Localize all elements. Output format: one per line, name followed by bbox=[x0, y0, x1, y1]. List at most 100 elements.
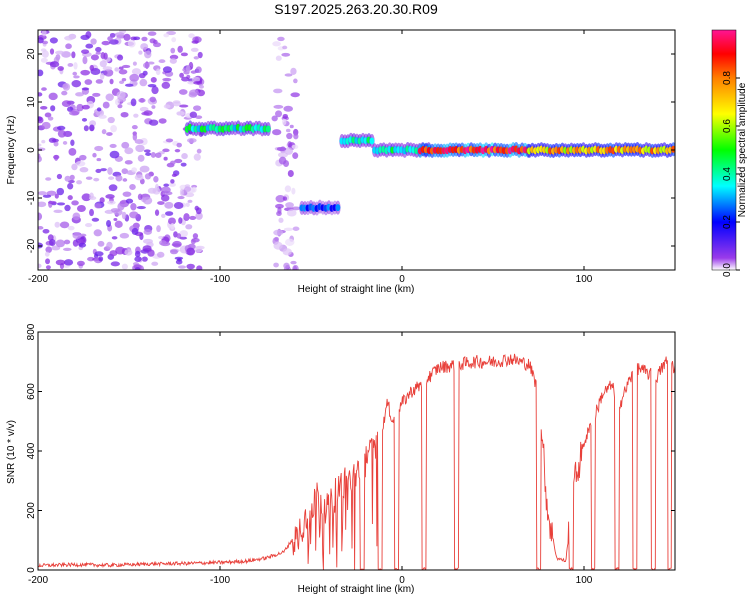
heatmap-blob bbox=[158, 235, 164, 240]
heatmap-blob bbox=[94, 203, 102, 209]
heatmap-blob bbox=[190, 70, 197, 74]
heatmap-blob bbox=[131, 68, 142, 75]
heatmap-blob bbox=[186, 138, 197, 143]
heatmap-blob bbox=[168, 217, 176, 225]
heatmap-blob bbox=[49, 238, 56, 247]
heatmap-blob bbox=[185, 224, 193, 230]
heatmap-blob bbox=[122, 64, 131, 69]
heatmap-blob bbox=[124, 160, 133, 165]
heatmap-blob bbox=[81, 117, 88, 122]
heatmap-blob bbox=[109, 250, 118, 257]
heatmap-blob bbox=[41, 50, 49, 58]
heatmap-blob bbox=[119, 200, 126, 205]
heatmap-blob bbox=[105, 209, 112, 214]
x-tick-label: -200 bbox=[28, 274, 48, 285]
heatmap-blob bbox=[151, 261, 159, 266]
heatmap-blob bbox=[85, 31, 92, 39]
heatmap-blob bbox=[38, 143, 42, 147]
heatmap-blob bbox=[69, 174, 75, 181]
heatmap-blob bbox=[161, 213, 166, 218]
heatmap-blob bbox=[89, 192, 94, 199]
heatmap-blob bbox=[287, 170, 294, 178]
heatmap-blob bbox=[95, 79, 104, 84]
heatmap-blob bbox=[134, 267, 141, 270]
heatmap-blob bbox=[196, 265, 203, 270]
heatmap-blob bbox=[195, 115, 203, 120]
heatmap-blob bbox=[117, 104, 123, 109]
y-tick-label: 400 bbox=[26, 442, 37, 459]
heatmap-blob bbox=[190, 238, 196, 245]
heatmap-blob bbox=[290, 67, 297, 75]
heatmap-blob bbox=[81, 193, 92, 202]
heatmap-blob bbox=[38, 201, 47, 208]
heatmap-blob bbox=[160, 186, 171, 194]
heatmap-blob bbox=[148, 119, 159, 126]
heatmap-blob bbox=[107, 200, 116, 205]
heatmap-data bbox=[38, 30, 675, 270]
heatmap-blob bbox=[121, 211, 127, 220]
heatmap-blob bbox=[90, 38, 97, 45]
heatmap-blob bbox=[284, 73, 293, 77]
heatmap-blob bbox=[118, 69, 128, 75]
heatmap-blob bbox=[151, 86, 159, 95]
heatmap-blob bbox=[115, 246, 125, 255]
heatmap-blob bbox=[81, 104, 90, 110]
heatmap-blob bbox=[45, 258, 51, 265]
heatmap-blob bbox=[62, 141, 68, 145]
heatmap-blob bbox=[49, 37, 58, 44]
x-tick-label: 100 bbox=[576, 274, 593, 285]
heatmap-blob bbox=[78, 242, 87, 248]
y-tick-label: -20 bbox=[26, 238, 37, 253]
heatmap-blob bbox=[286, 209, 297, 217]
snr-y-label: SNR (10 * v/v) bbox=[6, 420, 17, 484]
heatmap-blob bbox=[168, 182, 176, 187]
heatmap-blob bbox=[41, 87, 47, 91]
heatmap-blob bbox=[278, 217, 284, 223]
heatmap-blob bbox=[173, 201, 184, 210]
heatmap-blob bbox=[158, 59, 166, 63]
heatmap-blob bbox=[193, 153, 201, 161]
snr-x-label: Height of straight line (km) bbox=[298, 584, 415, 595]
heatmap-blob bbox=[76, 204, 86, 213]
heatmap-blob bbox=[38, 242, 44, 249]
heatmap-blob bbox=[198, 84, 204, 89]
heatmap-blob bbox=[276, 146, 287, 152]
heatmap-blob bbox=[70, 139, 75, 147]
snr-x-ticks: -200 -100 0 100 bbox=[28, 332, 593, 586]
heatmap-blob bbox=[273, 104, 284, 109]
heatmap-blob bbox=[110, 124, 117, 133]
heatmap-blob bbox=[187, 199, 193, 203]
colorbar-tick-label: 0.4 bbox=[722, 167, 733, 181]
heatmap-blob bbox=[154, 209, 160, 216]
heatmap-blob bbox=[166, 30, 177, 36]
heatmap-blob bbox=[276, 211, 282, 217]
heatmap-blob bbox=[176, 111, 185, 116]
heatmap-blob bbox=[108, 184, 118, 192]
heatmap-blob bbox=[178, 89, 188, 95]
heatmap-blob bbox=[283, 262, 290, 269]
heatmap-blob bbox=[97, 240, 105, 247]
colorbar-gradient bbox=[711, 29, 737, 271]
heatmap-blob bbox=[94, 251, 104, 257]
heatmap-blob bbox=[170, 249, 179, 255]
heatmap-blob bbox=[45, 265, 51, 270]
heatmap-blob bbox=[54, 221, 61, 228]
heatmap-x-ticks: -200 -100 0 100 bbox=[28, 30, 593, 285]
heatmap-blob bbox=[124, 147, 134, 155]
heatmap-blob bbox=[143, 149, 151, 153]
heatmap-blob bbox=[275, 203, 284, 209]
heatmap-blob bbox=[85, 43, 94, 49]
heatmap-blob bbox=[147, 84, 157, 88]
heatmap-blob bbox=[111, 236, 118, 240]
heatmap-blob bbox=[159, 240, 167, 246]
x-tick-label: 0 bbox=[399, 575, 405, 586]
heatmap-blob bbox=[116, 91, 126, 99]
heatmap-blob bbox=[285, 128, 291, 133]
heatmap-blob bbox=[196, 89, 206, 97]
heatmap-blob bbox=[141, 256, 148, 262]
heatmap-blob bbox=[156, 251, 165, 258]
heatmap-blob bbox=[137, 154, 145, 162]
heatmap-blob bbox=[145, 152, 152, 156]
heatmap-blob bbox=[109, 78, 114, 85]
x-tick-label: -200 bbox=[28, 575, 48, 586]
